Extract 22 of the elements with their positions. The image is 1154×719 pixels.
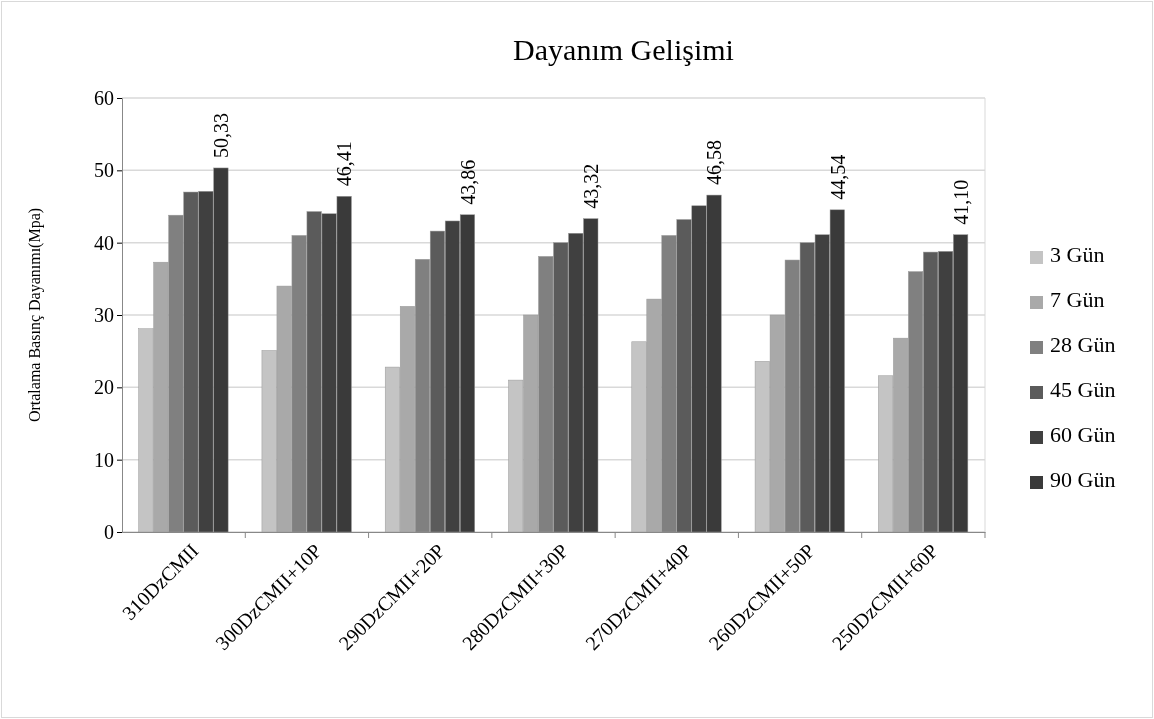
data-label: 50,33 [210,112,233,158]
y-tick-label: 0 [104,520,114,543]
y-tick-label: 20 [94,376,114,399]
legend-label: 60 Gün [1050,422,1116,447]
legend-label: 3 Gün [1050,242,1105,267]
data-label: 44,54 [826,154,849,200]
data-label: 46,58 [703,140,726,186]
y-axis-title: Ortalama Basınç Dayanımı(Mpa) [26,207,44,423]
legend-label: 45 Gün [1050,377,1116,402]
y-tick-label: 30 [94,303,114,326]
y-tick-label: 50 [94,159,114,182]
data-label: 43,32 [580,163,602,209]
y-tick-label: 40 [94,231,114,254]
data-label: 46,41 [333,141,356,187]
data-label: 43,86 [456,159,479,205]
y-tick-label: 60 [94,86,114,109]
legend-label: 90 Gün [1050,467,1116,492]
legend-label: 7 Gün [1050,287,1105,312]
legend-label: 28 Gün [1050,332,1116,357]
data-label: 41,10 [949,179,972,225]
y-tick-label: 10 [94,448,114,471]
chart-title: Dayanım Gelişimi [513,33,734,66]
